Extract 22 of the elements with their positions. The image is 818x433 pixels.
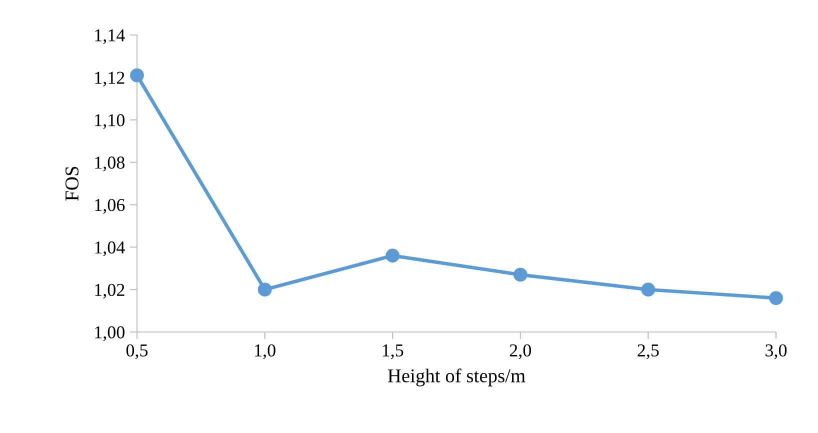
y-tick-label: 1,10 [95,114,125,129]
y-tick-label: 1,00 [95,326,125,342]
x-axis-title: Height of steps/m [388,368,526,386]
point [769,291,783,305]
y-tick-label: 1,02 [95,284,124,299]
x-tick-label: 0,5 [126,344,148,360]
x-tick-label: 3,0 [766,344,787,360]
point [513,268,528,282]
y-tick-label: 1,04 [95,241,125,256]
x-tick-label: 1,5 [382,344,404,360]
y-tick-label: 1,08 [95,156,125,172]
x-tick-label: 2,5 [638,344,659,360]
y-tick-label: 1,06 [95,198,125,214]
point [130,68,144,82]
y-axis-title: FOS [65,166,79,201]
y-tick-label: 1,12 [95,72,124,86]
x-tick-label: 1,0 [255,344,276,360]
y-tick-label: 1,14 [95,29,125,44]
x-tick-label: 2,0 [510,344,531,360]
point [641,282,656,297]
point [386,248,400,263]
point [258,282,272,297]
